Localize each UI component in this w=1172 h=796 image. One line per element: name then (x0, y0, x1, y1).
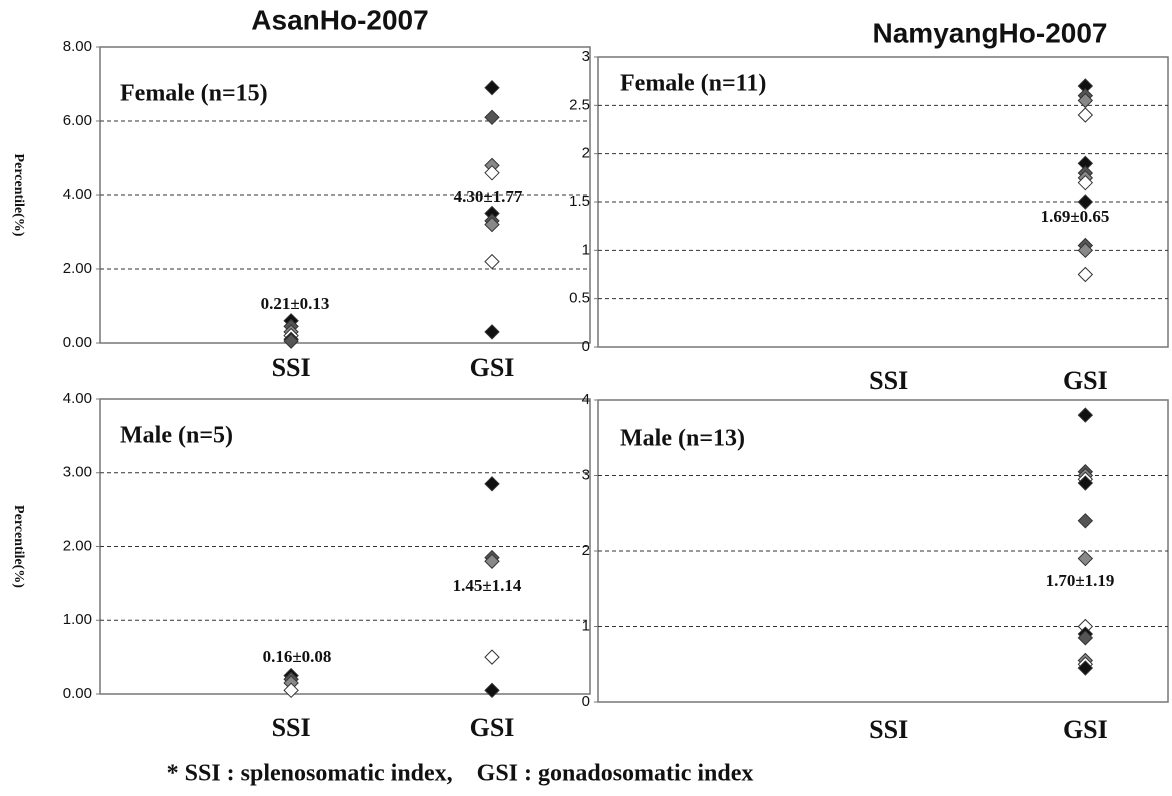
annotation: 1.69±0.65 (1041, 207, 1110, 226)
y-tick-label: 1.00 (63, 611, 92, 628)
x-tick-label: SSI (272, 353, 311, 382)
y-tick-label: 1 (582, 617, 590, 634)
y-tick-label: 3.00 (63, 464, 92, 481)
y-tick-label: 3 (582, 48, 590, 65)
footnote: * SSI : splenosomatic index, GSI : gonad… (167, 761, 754, 787)
data-point (484, 476, 500, 492)
chart-title: AsanHo-2007 (251, 4, 428, 35)
data-point (1077, 513, 1094, 529)
y-axis-label: Percentile(%) (11, 505, 26, 588)
panel-label: Male (n=5) (120, 423, 233, 449)
y-tick-label: 0.5 (569, 290, 590, 307)
annotation: 0.21±0.13 (261, 294, 330, 313)
y-tick-label: 2.5 (569, 96, 590, 113)
data-point (484, 682, 500, 699)
data-point (1077, 630, 1094, 646)
y-tick-label: 4.00 (63, 390, 92, 407)
y-tick-label: 6.00 (63, 112, 92, 129)
y-tick-label: 4.00 (63, 186, 92, 203)
data-point (484, 649, 500, 665)
data-point (484, 324, 500, 340)
annotation: 4.30±1.77 (454, 187, 523, 206)
y-tick-label: 8.00 (63, 38, 92, 55)
data-point (484, 553, 500, 569)
y-axis-label: Percentile(%) (11, 154, 26, 237)
y-tick-label: 1 (582, 241, 590, 258)
y-tick-label: 2.00 (63, 537, 92, 554)
y-tick-label: 2 (582, 542, 590, 559)
data-point (484, 109, 500, 126)
panel-label: Female (n=11) (620, 71, 766, 97)
data-point (1077, 660, 1094, 676)
y-tick-label: 4 (582, 391, 590, 408)
x-tick-label: GSI (470, 353, 515, 382)
data-point (283, 333, 299, 349)
x-tick-label: SSI (869, 366, 908, 395)
chart-title: NamyangHo-2007 (873, 17, 1108, 48)
y-tick-label: 1.5 (569, 193, 590, 210)
data-point (283, 682, 299, 699)
x-tick-label: SSI (272, 713, 311, 742)
y-tick-label: 2 (582, 145, 590, 162)
annotation: 1.45±1.14 (453, 576, 522, 595)
x-tick-label: GSI (1063, 366, 1108, 395)
data-point (1077, 475, 1094, 491)
panel-label: Female (n=15) (120, 81, 268, 107)
data-point (1077, 107, 1094, 123)
y-tick-label: 3 (582, 466, 590, 483)
data-point (1077, 407, 1094, 423)
annotation: 1.70±1.19 (1046, 571, 1115, 590)
panel-label: Male (n=13) (620, 426, 745, 452)
y-tick-label: 2.00 (63, 260, 92, 277)
data-point (1077, 242, 1094, 259)
annotation: 0.16±0.08 (263, 647, 332, 666)
data-point (484, 79, 500, 96)
x-tick-label: GSI (1063, 715, 1108, 744)
data-point (1077, 266, 1094, 283)
y-tick-label: 0 (582, 693, 590, 710)
y-tick-label: 0.00 (63, 685, 92, 702)
data-point (484, 165, 500, 181)
data-point (1077, 194, 1094, 210)
x-tick-label: GSI (470, 713, 515, 742)
data-point (1077, 550, 1094, 567)
data-point (484, 216, 500, 233)
y-tick-label: 0 (582, 338, 590, 355)
data-point (1077, 174, 1094, 191)
data-point (484, 253, 500, 270)
y-tick-label: 0.00 (63, 334, 92, 351)
x-tick-label: SSI (869, 715, 908, 744)
